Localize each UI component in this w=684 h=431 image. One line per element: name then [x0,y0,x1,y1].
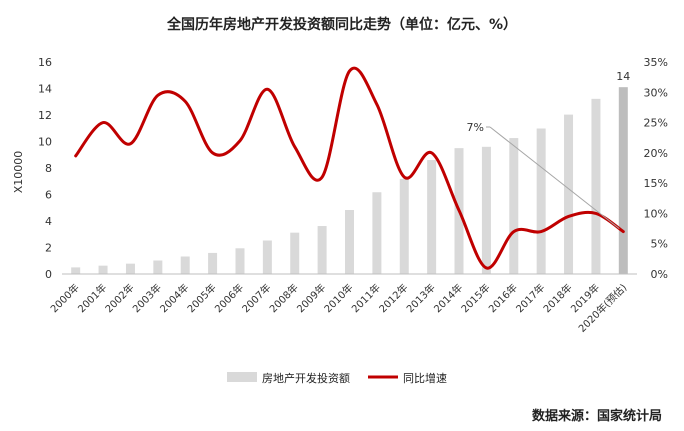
bar-2019年 [591,98,601,275]
y-axis-unit-label: X10000 [12,151,25,194]
right-tick-label: 0% [651,268,668,281]
bar-2011年 [372,192,382,274]
left-tick-label: 0 [45,268,52,281]
left-tick-label: 10 [38,136,52,149]
growth-point-2001年 [102,122,104,124]
x-tick-label: 2008年 [267,281,301,315]
bar-2006年 [235,248,245,274]
bar-2017年 [536,128,546,274]
bar-2015年 [481,146,491,274]
bar-2007年 [262,240,272,274]
growth-point-2016年 [513,231,515,233]
bar-2016年 [509,138,519,274]
x-tick-label: 2006年 [212,281,246,315]
bar-2008年 [290,232,300,274]
annotation-leader-line [489,126,620,229]
x-tick-label: 2000年 [48,281,82,315]
bar-2013年 [427,160,437,274]
legend-bar-label: 房地产开发投资额 [262,371,350,385]
x-tick-label: 2013年 [404,281,438,315]
x-tick-label: 2007年 [239,281,273,315]
left-tick-label: 14 [38,83,52,96]
x-tick-label: 2002年 [102,281,136,315]
left-tick-label: 8 [45,162,52,175]
growth-point-2004年 [184,100,186,102]
growth-point-2011年 [376,103,378,105]
data-source: 数据来源：国家统计局 [531,409,662,424]
growth-point-2007年 [266,88,268,90]
x-tick-label: 2009年 [294,281,328,315]
bar-2009年 [317,226,327,274]
right-tick-label: 15% [644,177,668,190]
bar-2004年 [180,256,190,274]
growth-point-2003年 [157,94,159,96]
growth-point-2010年 [349,70,350,72]
growth-point-2020年(预估) [622,231,624,233]
growth-point-2012年 [403,176,405,178]
x-tick-label: 2005年 [184,281,218,315]
growth-point-2002年 [129,143,131,145]
x-tick-label: 2010年 [321,281,355,315]
bar-2010年 [345,210,354,274]
line-series: 7% [74,66,625,270]
left-tick-label: 4 [45,215,52,228]
chart-title: 全国历年房地产开发投资额同比走势（单位：亿元、%） [166,17,518,33]
bar-2003年 [153,260,163,274]
right-tick-label: 20% [644,147,668,160]
left-tick-label: 6 [45,189,52,202]
bar-2005年 [208,252,218,274]
growth-point-2018年 [568,215,570,217]
growth-point-2000年 [75,155,77,157]
bar-2001年 [98,265,108,274]
x-tick-label: 2014年 [431,281,465,315]
growth-point-2008年 [294,146,296,148]
growth-point-2017年 [540,231,542,233]
annotation-label: 7% [467,121,484,134]
growth-point-2006年 [239,140,241,142]
x-tick-label: 2012年 [376,281,410,315]
bar-data-label: 14 [616,70,630,83]
x-tick-label: 2016年 [486,281,520,315]
legend-bar-swatch [227,372,257,382]
x-tick-label: 2001年 [75,281,109,315]
right-tick-label: 30% [644,86,668,99]
bar-2000年 [71,267,81,274]
x-tick-label: 2011年 [349,281,383,315]
growth-point-2013年 [431,152,433,154]
x-tick-label: 2018年 [540,281,574,315]
x-tick-label: 2004年 [157,281,191,315]
x-tick-label: 2017年 [513,281,547,315]
bar-2012年 [399,178,409,274]
growth-point-2015年 [485,267,487,269]
bar-2002年 [125,263,135,274]
left-tick-label: 2 [45,242,52,255]
x-tick-label: 2003年 [130,281,164,315]
right-tick-label: 25% [644,117,668,130]
right-tick-label: 5% [651,238,668,251]
left-tick-label: 16 [38,56,52,69]
bar-2018年 [564,114,574,274]
bar-2020年(预估) [618,87,628,274]
left-tick-label: 12 [38,109,52,122]
legend-line-label: 同比增速 [403,371,447,385]
growth-point-2014年 [458,209,460,211]
legend: 房地产开发投资额 同比增速 [227,371,447,385]
growth-point-2005年 [212,152,214,154]
right-tick-label: 35% [644,56,668,69]
x-tick-label: 2015年 [458,281,492,315]
right-tick-label: 10% [644,207,668,220]
growth-point-2019年 [595,212,597,214]
growth-point-2009年 [321,176,323,178]
